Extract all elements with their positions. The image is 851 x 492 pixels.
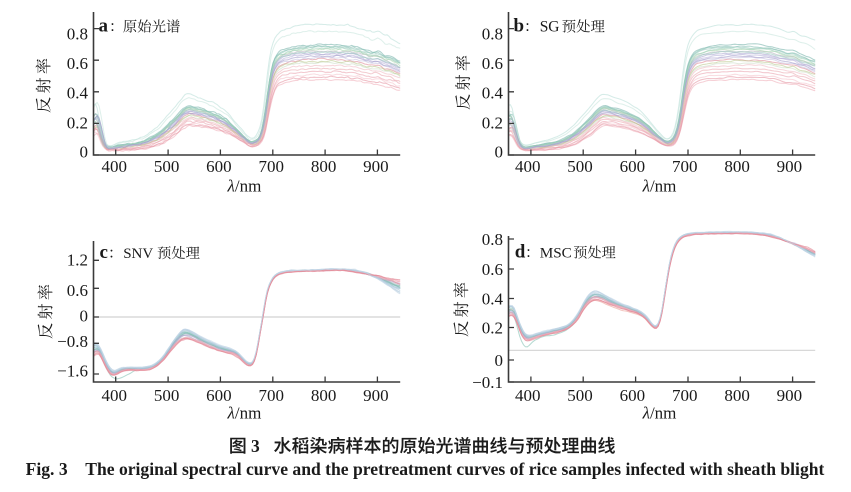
svg-text:0.4: 0.4: [67, 84, 89, 103]
svg-text:0: 0: [80, 307, 89, 326]
svg-text:800: 800: [311, 386, 337, 405]
svg-text:c: c: [100, 242, 108, 263]
svg-text:900: 900: [363, 386, 389, 405]
svg-text:1.2: 1.2: [67, 250, 88, 269]
svg-text:800: 800: [724, 386, 750, 405]
svg-text:400: 400: [515, 157, 541, 176]
svg-text:700: 700: [672, 386, 698, 405]
svg-text:−0.1: −0.1: [472, 373, 503, 392]
svg-text:MSC: MSC: [540, 245, 572, 262]
svg-text:0: 0: [80, 143, 89, 162]
svg-text:600: 600: [620, 157, 646, 176]
svg-text:SNV: SNV: [123, 246, 153, 262]
svg-text:900: 900: [777, 157, 803, 176]
svg-text:λ/nm: λ/nm: [226, 404, 261, 423]
svg-text:0.4: 0.4: [482, 84, 504, 103]
svg-text:0.8: 0.8: [482, 230, 503, 249]
svg-text:900: 900: [363, 157, 389, 176]
svg-text:d: d: [515, 242, 526, 263]
svg-text:800: 800: [311, 157, 337, 176]
svg-text:0.6: 0.6: [482, 54, 503, 73]
svg-text:700: 700: [258, 386, 284, 405]
svg-text:0.6: 0.6: [482, 260, 503, 279]
svg-text:0: 0: [495, 351, 504, 370]
svg-text:500: 500: [154, 386, 180, 405]
svg-text:3: 3: [251, 436, 260, 456]
svg-text:600: 600: [206, 157, 232, 176]
svg-text:500: 500: [567, 386, 593, 405]
svg-text:0.4: 0.4: [482, 289, 504, 308]
svg-text:0.2: 0.2: [67, 113, 88, 132]
svg-text:b: b: [514, 16, 525, 37]
svg-text:700: 700: [672, 157, 698, 176]
svg-text:800: 800: [724, 157, 750, 176]
svg-text:0.8: 0.8: [67, 25, 88, 44]
svg-text:λ/nm: λ/nm: [226, 177, 261, 196]
svg-text:λ/nm: λ/nm: [642, 404, 677, 423]
svg-text:a: a: [99, 16, 109, 37]
svg-text:400: 400: [101, 386, 127, 405]
svg-text:0: 0: [495, 143, 504, 162]
svg-text:0.8: 0.8: [482, 25, 503, 44]
svg-text:0.2: 0.2: [482, 113, 503, 132]
svg-text:900: 900: [777, 386, 803, 405]
svg-text:600: 600: [206, 386, 232, 405]
svg-text:700: 700: [258, 157, 284, 176]
svg-text:600: 600: [620, 386, 646, 405]
svg-text:500: 500: [567, 157, 593, 176]
svg-text:−0.8: −0.8: [57, 332, 88, 351]
svg-text:400: 400: [101, 157, 127, 176]
svg-text:0.6: 0.6: [67, 54, 88, 73]
svg-text:0.6: 0.6: [67, 281, 88, 300]
svg-text:500: 500: [154, 157, 180, 176]
svg-text:−1.6: −1.6: [57, 362, 88, 381]
svg-text:SG: SG: [540, 19, 560, 36]
svg-text:λ/nm: λ/nm: [642, 177, 677, 196]
svg-text:0.2: 0.2: [482, 318, 503, 337]
svg-text:Fig. 3 The original spectra: Fig. 3 The original spectral curve and t…: [26, 459, 825, 479]
svg-text:400: 400: [515, 386, 541, 405]
